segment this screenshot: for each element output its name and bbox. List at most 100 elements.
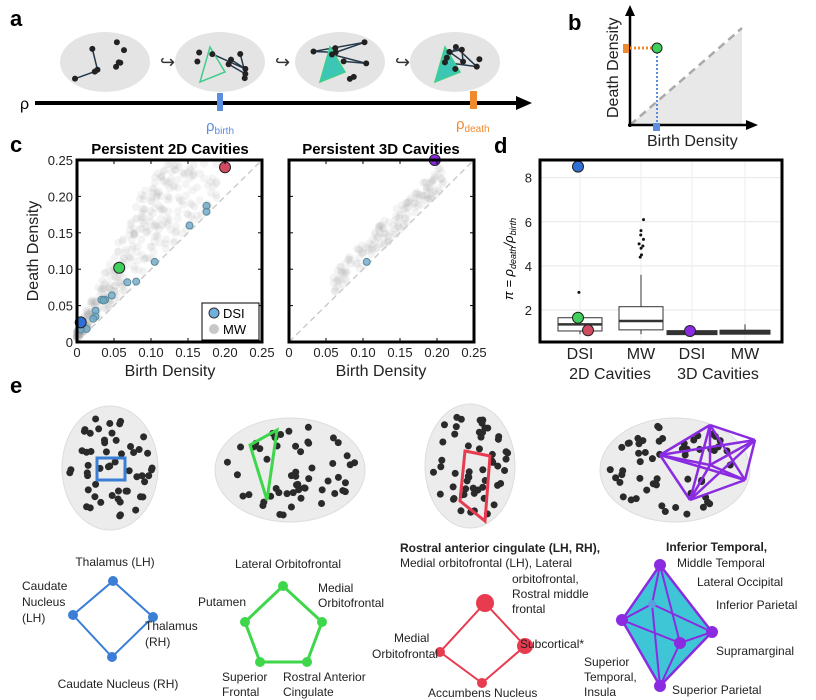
- mw-point: [167, 167, 176, 176]
- plot-frame: [75, 158, 264, 344]
- mw-point: [90, 297, 99, 306]
- mw-point: [130, 229, 139, 238]
- mw-point: [147, 193, 156, 202]
- mw-point: [173, 214, 182, 223]
- mw-point: [175, 195, 184, 204]
- node-label: Insula: [584, 685, 616, 699]
- network-node: [148, 612, 158, 622]
- mw-point: [174, 193, 183, 202]
- y-tick-label: 2: [525, 303, 532, 318]
- brain-node: [277, 430, 285, 438]
- mw-point: [341, 259, 350, 268]
- mw-point: [161, 235, 170, 244]
- brain-node: [329, 459, 337, 467]
- mw-point: [364, 246, 373, 255]
- mw-point: [207, 189, 216, 198]
- mw-point: [164, 207, 173, 216]
- mw-point: [146, 242, 155, 251]
- brain-node: [113, 39, 120, 46]
- mw-point: [139, 204, 148, 213]
- mw-point: [367, 249, 376, 258]
- group-2d-label: 2D Cavities: [569, 366, 651, 383]
- mw-point: [154, 201, 163, 210]
- brain-node: [690, 436, 698, 444]
- scatter-2d: 0 0.05 0.10 0.15 0.20 0.25 0 0.05 0.10 0.15 0.20 0.…: [48, 153, 275, 360]
- mw-point: [155, 187, 164, 196]
- brain-node: [328, 51, 335, 58]
- brain-node: [72, 75, 79, 82]
- brain-node: [287, 503, 295, 511]
- cavity-edges: [651, 603, 713, 633]
- brain-node: [475, 445, 483, 453]
- node-label: Caudate: [22, 579, 68, 593]
- mw-point: [178, 200, 187, 209]
- x-tick-label: 0.10: [350, 345, 375, 360]
- mw-point: [150, 204, 159, 213]
- mw-point: [421, 195, 430, 204]
- mw-point: [119, 286, 128, 295]
- mw-point: [105, 267, 114, 276]
- node-label: Accumbens Nucleus: [428, 686, 537, 700]
- mw-point: [405, 196, 414, 205]
- mw-point: [148, 209, 157, 218]
- mw-point: [341, 267, 350, 276]
- category-label: MW: [731, 346, 760, 363]
- brain-node: [125, 467, 133, 475]
- mw-point: [116, 280, 125, 289]
- node-label: Supramarginal: [716, 644, 794, 658]
- mw-point: [212, 190, 221, 199]
- y-tick-label: 0.20: [48, 189, 73, 204]
- legend-dsi-marker: [208, 307, 220, 319]
- mw-point: [421, 178, 430, 187]
- mw-point: [364, 244, 373, 253]
- brain-node: [239, 492, 247, 500]
- x-tick-label: 0: [285, 345, 292, 360]
- brain-node: [106, 462, 114, 470]
- mw-point: [177, 229, 186, 238]
- brain-node: [83, 469, 91, 477]
- mw-point: [417, 200, 426, 209]
- mw-point: [83, 308, 92, 317]
- mw-point: [148, 184, 157, 193]
- brain-node: [436, 490, 444, 498]
- mw-point: [374, 222, 383, 231]
- brain-node: [318, 499, 326, 507]
- mw-point: [331, 286, 340, 295]
- node-label: Medial: [318, 581, 353, 595]
- cavity-simplex: [318, 45, 347, 84]
- mw-point: [110, 272, 119, 281]
- mw-point: [157, 171, 166, 180]
- mw-point: [131, 214, 140, 223]
- node-label: Putamen: [198, 595, 246, 609]
- mw-point: [428, 176, 437, 185]
- diagonal-line: [629, 27, 743, 126]
- mw-point: [415, 194, 424, 203]
- brain-node: [710, 446, 718, 454]
- mw-point: [100, 304, 109, 313]
- brain-node: [612, 474, 620, 482]
- mw-point: [118, 237, 127, 246]
- panel-label-d: d: [494, 133, 507, 158]
- mw-point: [332, 276, 341, 285]
- cavity-simplex: [198, 45, 227, 84]
- mw-point: [188, 171, 197, 180]
- mw-point: [100, 278, 109, 287]
- cavity-edges: [243, 583, 324, 664]
- cavity-overlay: [689, 478, 746, 502]
- network-edge: [331, 53, 367, 65]
- brain-node: [363, 60, 370, 67]
- brain-node: [495, 433, 503, 441]
- mw-point: [132, 202, 141, 211]
- cavity-overlay: [743, 439, 757, 481]
- brain-node: [233, 471, 241, 479]
- mw-point: [434, 171, 443, 180]
- mw-point: [400, 214, 409, 223]
- mw-point: [337, 266, 346, 275]
- mw-point: [380, 216, 389, 225]
- mw-point: [373, 233, 382, 242]
- mw-point: [129, 228, 138, 237]
- brain-node: [429, 468, 437, 476]
- mw-point: [148, 242, 157, 251]
- brain-node: [458, 46, 465, 53]
- boxplot: 2 4 6 8 DSI MW DSI MW: [525, 158, 784, 363]
